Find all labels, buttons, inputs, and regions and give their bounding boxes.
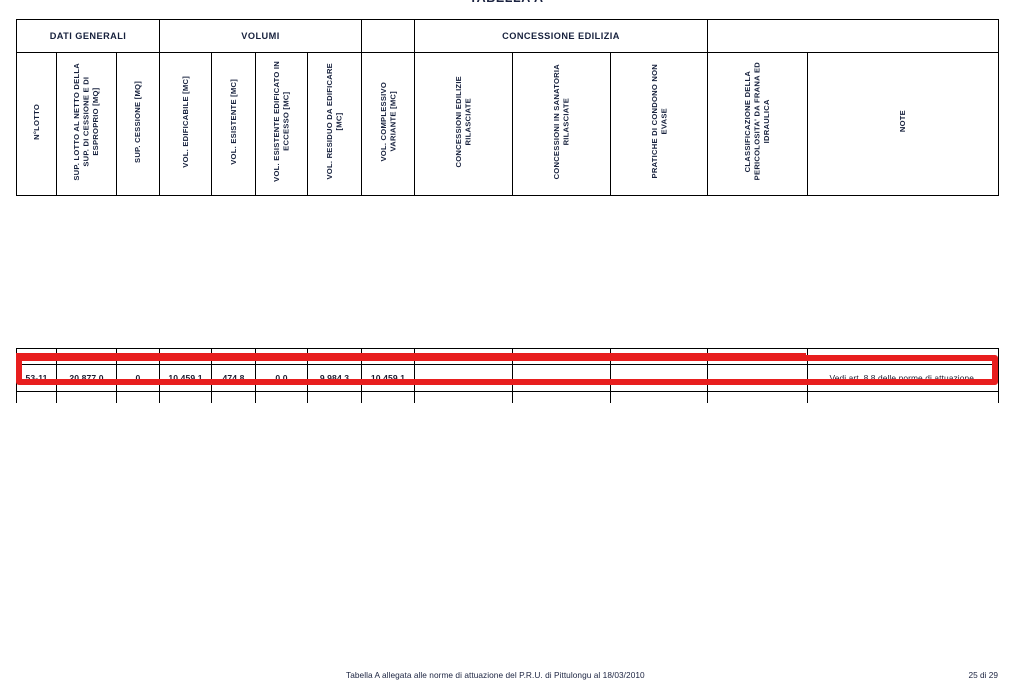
col-header-vol-esistente-label: VOL. ESISTENTE [MC]: [228, 78, 238, 165]
col-header-sup-lotto-label: SUP. LOTTO AL NETTO DELLA SUP. DI CESSIO…: [72, 62, 101, 181]
cell-conc-rilasciate: [414, 364, 513, 392]
stub-5: [211, 391, 256, 403]
col-header-vol-residuo-label: VOL. RESIDUO DA EDIFICARE [MC]: [325, 63, 344, 180]
group-header-dati-generali: DATI GENERALI: [15, 19, 161, 53]
stub-2: [56, 391, 117, 403]
cell-occluded-sup-lotto: [56, 348, 117, 365]
col-header-sup-lotto: SUP. LOTTO AL NETTO DELLA SUP. DI CESSIO…: [56, 52, 117, 196]
col-header-vol-variante-label: VOL. COMPLESSIVO VARIANTE [MC]: [378, 81, 398, 162]
stub-1: [16, 391, 57, 403]
cell-lotto: 53-11: [16, 364, 57, 392]
col-header-classificazione: CLASSIFICAZIONE DELLA PERICOLOSITA' DA F…: [707, 52, 809, 196]
col-header-conc-sanatoria-label: CONCESSIONI IN SANATORIA RILASCIATE: [552, 63, 571, 180]
col-header-vol-edificabile-label: VOL. EDIFICABILE [MC]: [180, 75, 190, 168]
stub-4: [159, 391, 212, 403]
cell-occluded-vol-edificabile: [159, 348, 212, 365]
group-header-row: DATI GENERALI VOLUMI CONCESSIONE EDILIZI…: [15, 19, 1000, 53]
cell-occluded-lotto: [16, 348, 57, 365]
stub-12: [707, 391, 808, 403]
cell-classificazione: [707, 364, 808, 392]
col-header-lotto-label: N°LOTTO: [31, 103, 41, 140]
cell-vol-eccesso: 0,0: [255, 364, 308, 392]
col-header-conc-sanatoria: CONCESSIONI IN SANATORIA RILASCIATE: [512, 52, 612, 196]
col-header-conc-rilasciate-label: CONCESSIONI EDILIZIE RILASCIATE: [454, 75, 473, 168]
col-header-note-label: NOTE: [898, 110, 908, 133]
col-header-vol-esistente: VOL. ESISTENTE [MC]: [211, 52, 257, 196]
stub-7: [307, 391, 362, 403]
stub-10: [512, 391, 611, 403]
cell-occluded-conc-rilasciate: [414, 348, 513, 365]
group-header-empty-right: [707, 19, 1000, 53]
col-header-vol-edificabile: VOL. EDIFICABILE [MC]: [159, 52, 213, 196]
group-header-empty-variante: [361, 19, 416, 53]
col-header-classificazione-label: CLASSIFICAZIONE DELLA PERICOLOSITA' DA F…: [743, 62, 772, 181]
group-header-concessione-edilizia: CONCESSIONE EDILIZIA: [414, 19, 709, 53]
tabella-a-body: 53-11 20.877,0 0 10.459,1 474,8 0,0 9.98…: [16, 348, 999, 403]
col-header-vol-eccesso-label: VOL. ESISTENTE EDIFICATO IN ECCESSO [MC]: [272, 61, 291, 182]
col-header-vol-eccesso: VOL. ESISTENTE EDIFICATO IN ECCESSO [MC]: [255, 52, 309, 196]
column-header-row: N°LOTTO SUP. LOTTO AL NETTO DELLA SUP. D…: [16, 52, 1000, 196]
col-header-condono: PRATICHE DI CONDONO NON EVASE: [610, 52, 709, 196]
cell-conc-sanatoria: [512, 364, 611, 392]
table-row-highlighted[interactable]: 53-11 20.877,0 0 10.459,1 474,8 0,0 9.98…: [16, 364, 999, 392]
col-header-sup-cessione: SUP. CESSIONE [MQ]: [115, 52, 161, 196]
col-header-conc-rilasciate: CONCESSIONI EDILIZIE RILASCIATE: [414, 52, 514, 196]
cell-occluded-vol-variante: [361, 348, 415, 365]
cell-occluded-conc-sanatoria: [512, 348, 611, 365]
stub-6: [255, 391, 308, 403]
footer-note-text: Tabella A allegata alle norme di attuazi…: [346, 670, 645, 680]
tabella-a: DATI GENERALI VOLUMI CONCESSIONE EDILIZI…: [15, 19, 1000, 196]
cell-occluded-note: [807, 348, 999, 365]
cell-condono: [610, 364, 708, 392]
stub-8: [361, 391, 415, 403]
cell-occluded-vol-residuo: [307, 348, 362, 365]
col-header-condono-label: PRATICHE DI CONDONO NON EVASE: [649, 64, 669, 179]
cell-vol-residuo: 9.984,3: [307, 364, 362, 392]
col-header-sup-cessione-label: SUP. CESSIONE [MQ]: [133, 80, 143, 163]
group-header-volumi: VOLUMI: [159, 19, 363, 53]
col-header-lotto: N°LOTTO: [16, 52, 57, 196]
col-header-vol-residuo: VOL. RESIDUO DA EDIFICARE [MC]: [307, 52, 363, 196]
cell-vol-edificabile: 10.459,1: [159, 364, 212, 392]
cell-occluded-classificazione: [707, 348, 808, 365]
cell-vol-esistente: 474,8: [211, 364, 256, 392]
cell-occluded-vol-eccesso: [255, 348, 308, 365]
page-footer: Tabella A allegata alle norme di attuazi…: [0, 670, 1013, 686]
stub-9: [414, 391, 513, 403]
footer-page-number: 25 di 29: [968, 670, 998, 680]
stub-3: [116, 391, 160, 403]
cell-sup-lotto: 20.877,0: [56, 364, 117, 392]
cell-occluded-condono: [610, 348, 708, 365]
cell-vol-variante: 10.459,1: [361, 364, 415, 392]
cell-occluded-sup-cessione: [116, 348, 160, 365]
cell-occluded-vol-esistente: [211, 348, 256, 365]
stub-11: [610, 391, 708, 403]
cell-sup-cessione: 0: [116, 364, 160, 392]
table-row-occluded: [16, 348, 999, 365]
col-header-vol-variante: VOL. COMPLESSIVO VARIANTE [MC]: [361, 52, 416, 196]
col-header-note: NOTE: [807, 52, 1000, 196]
table-row-grid-stubs: [16, 391, 999, 403]
stub-13: [807, 391, 999, 403]
cell-note: Vedi art. 8.8 delle norme di attuazione.: [807, 364, 999, 392]
document-title: TABELLA A: [0, 0, 1013, 5]
